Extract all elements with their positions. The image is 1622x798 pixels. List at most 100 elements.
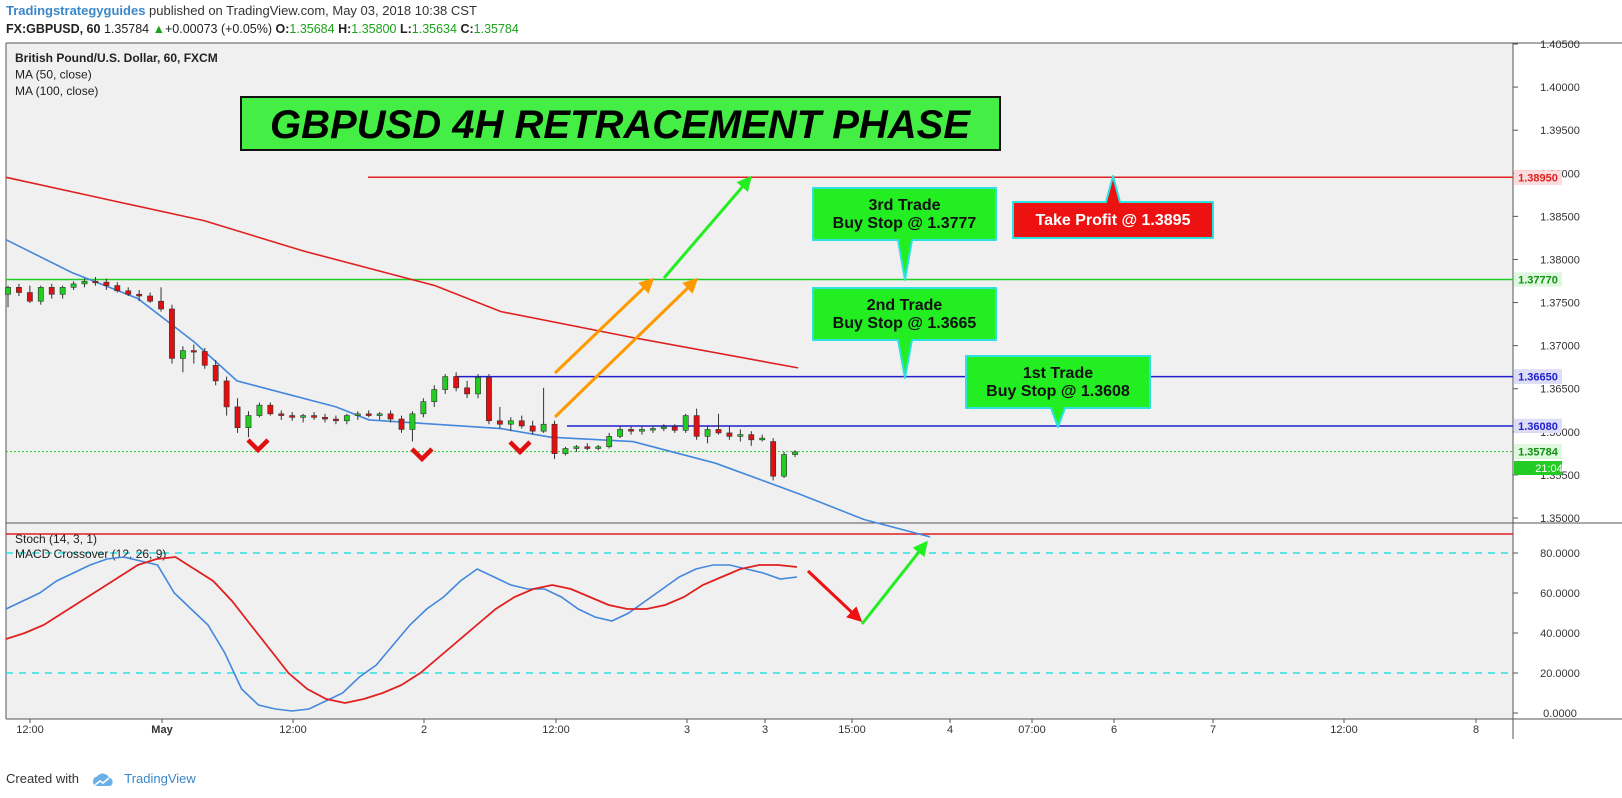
orange-arrow — [553, 277, 655, 375]
candle-body — [682, 415, 689, 431]
price-change: +0.00073 (+0.05%) — [165, 22, 273, 36]
candle-body — [300, 415, 307, 418]
callout-line1: 2nd Trade — [867, 297, 943, 314]
candle-body — [671, 426, 678, 431]
price-level-tag-bg — [1514, 170, 1562, 185]
price-tick-label: 1.38000 — [1540, 254, 1580, 266]
candle-body — [245, 415, 252, 428]
time-tick-label: 12:00 — [1330, 724, 1358, 736]
candle-body — [650, 428, 656, 431]
callout-shape — [1012, 175, 1214, 239]
time-tick-label: 8 — [1473, 724, 1479, 736]
candle-body — [726, 432, 733, 437]
time-tick-label: 15:00 — [838, 724, 866, 736]
publisher-link[interactable]: Tradingstrategyguides — [6, 3, 146, 18]
price-level-tag-bg — [1514, 369, 1562, 384]
candle-body — [201, 351, 208, 366]
candle-body — [486, 377, 492, 422]
candle-body — [289, 415, 296, 418]
candle-body — [322, 416, 328, 420]
tradingview-link[interactable]: TradingView — [124, 771, 196, 786]
plot-area — [6, 43, 1513, 719]
candle-body — [715, 429, 722, 434]
price-tick-label: 1.40500 — [1540, 39, 1580, 51]
time-tick-label: May — [151, 724, 173, 736]
candle-body — [169, 308, 175, 359]
osc-tick-label: 40.0000 — [1540, 628, 1580, 640]
triangle-up-icon: ▲ — [152, 22, 165, 36]
candle-body — [114, 285, 121, 292]
stoch-line — [5, 556, 798, 712]
close-label: C: — [460, 22, 474, 36]
candle-body — [267, 404, 274, 415]
price-level-label: 1.36650 — [1518, 372, 1558, 384]
countdown-label: 21:04 — [1535, 463, 1563, 475]
candle-body — [354, 413, 361, 416]
candle-body — [792, 451, 798, 455]
candle-body — [759, 437, 766, 441]
time-tick-label: 12:00 — [279, 724, 307, 736]
candle-body — [190, 350, 197, 353]
callout-line1: 3rd Trade — [868, 197, 940, 214]
osc-tick-label: 0.0000 — [1543, 708, 1577, 720]
candle-body — [431, 389, 438, 403]
candle-body — [70, 283, 77, 288]
symbol-label: FX:GBPUSD, 60 — [6, 22, 101, 36]
candle-body — [136, 293, 143, 297]
candle-body — [584, 446, 591, 449]
created-with-text: Created with — [6, 771, 79, 786]
candle-body — [628, 429, 634, 432]
price-tick-label: 1.37500 — [1540, 298, 1580, 310]
title-banner — [240, 96, 1001, 151]
candle-body — [81, 280, 88, 285]
price-tick-label: 1.36500 — [1540, 384, 1580, 396]
red-arrow-down — [806, 569, 863, 623]
time-tick-label: 2 — [421, 724, 427, 736]
osc-tick-label: 80.0000 — [1540, 548, 1580, 560]
price-level-label: 1.36080 — [1518, 421, 1558, 433]
candle-body — [26, 292, 33, 302]
callout-shape — [812, 287, 997, 379]
green-arrow — [662, 175, 752, 279]
price-tick-label: 1.40000 — [1540, 82, 1580, 94]
orange-arrow — [553, 277, 699, 419]
candle-body — [343, 415, 350, 422]
price-tick-label: 1.37000 — [1540, 341, 1580, 353]
time-tick-label: 12:00 — [542, 724, 570, 736]
candle-body — [16, 287, 22, 293]
price-tick-label: 1.39500 — [1540, 125, 1580, 137]
main-legend-item: British Pound/U.S. Dollar, 60, FXCM — [15, 51, 218, 65]
candle-body — [125, 290, 132, 295]
red-check-icon — [246, 438, 270, 454]
main-legend-item: MA (50, close) — [15, 68, 92, 82]
tradingview-cloud-icon — [92, 773, 113, 786]
open-label: O: — [275, 22, 290, 36]
time-tick-label: 4 — [947, 724, 953, 736]
ma-50-line — [5, 238, 931, 538]
candle-body — [398, 418, 405, 430]
osc-tick-label: 20.0000 — [1540, 668, 1580, 680]
osc-legend-item: MACD Crossover (12, 26, 9) — [15, 547, 166, 561]
candle-body — [420, 401, 427, 415]
candle-body — [147, 295, 153, 302]
red-check-icon — [508, 440, 532, 456]
candle-body — [617, 429, 624, 437]
candle-body — [278, 413, 285, 416]
candle-body — [475, 377, 481, 395]
callout-line1: 1st Trade — [1023, 365, 1093, 382]
candle-body — [223, 380, 230, 408]
last-price: 1.35784 — [103, 22, 150, 36]
price-level-label: 1.38950 — [1518, 172, 1558, 184]
candle-body — [442, 376, 449, 390]
candle-body — [595, 446, 602, 449]
candle-body — [660, 426, 667, 429]
price-tick-label: 1.38500 — [1540, 211, 1580, 223]
price-level-tag-bg — [1514, 444, 1562, 459]
time-tick-label: 07:00 — [1018, 724, 1046, 736]
price-tick-label: 1.35000 — [1540, 513, 1580, 525]
candle-body — [639, 429, 645, 432]
candle-body — [234, 406, 241, 428]
